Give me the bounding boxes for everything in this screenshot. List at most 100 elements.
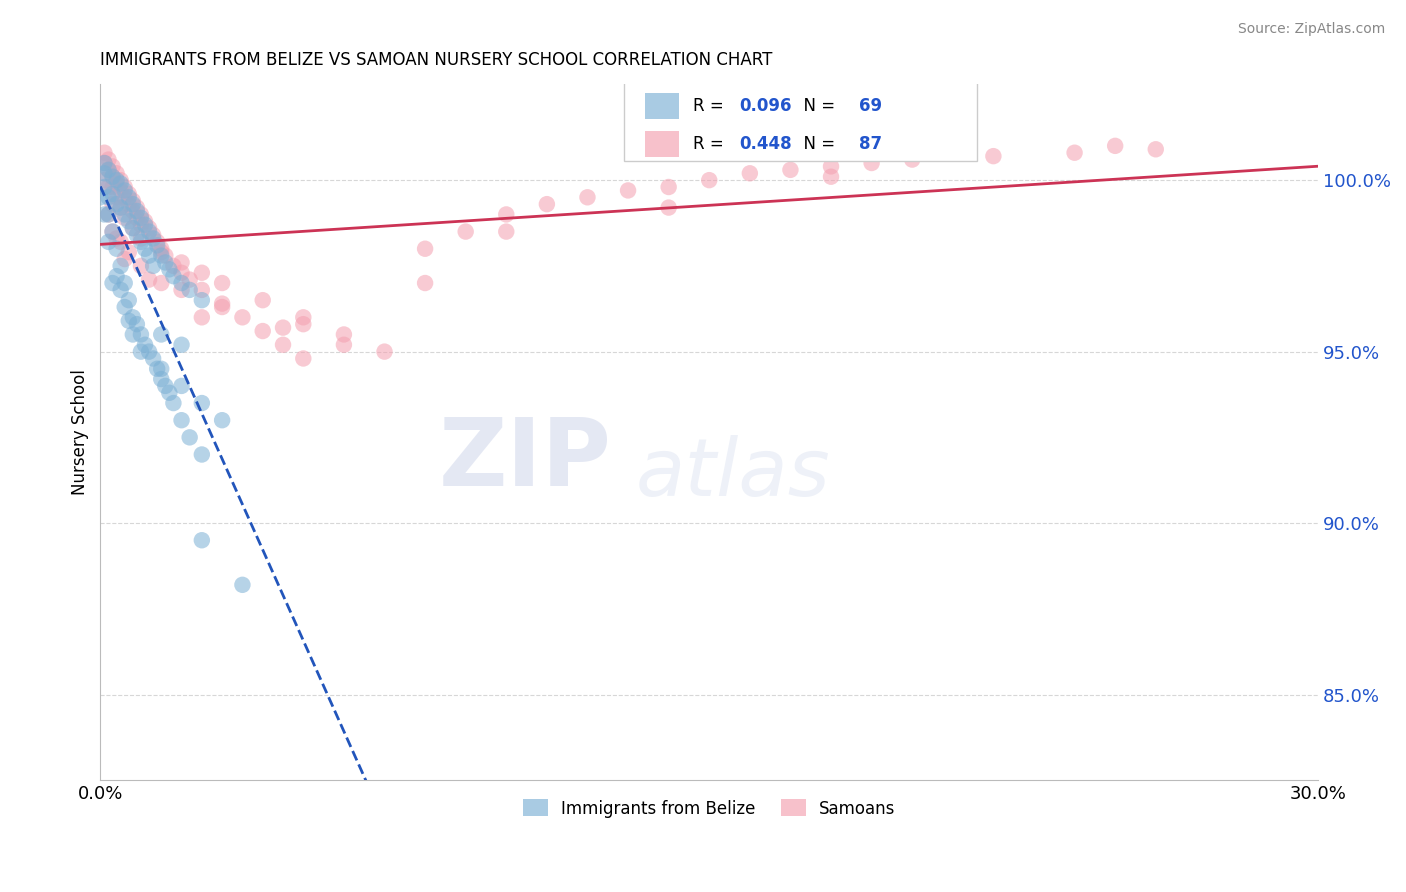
FancyBboxPatch shape (645, 93, 679, 120)
Point (454, 225, 477, 239)
Point (413, 242, 436, 256)
Point (157, 262, 180, 277)
Point (820, 160, 842, 174)
Text: N =: N = (793, 97, 841, 115)
Point (110, 201, 132, 215)
Point (129, 235, 152, 249)
Point (101, 160, 124, 174)
Point (191, 293, 214, 308)
Text: N =: N = (793, 135, 841, 153)
Point (101, 169, 124, 184)
Point (110, 283, 132, 297)
Point (901, 153, 924, 167)
Text: 0.096: 0.096 (740, 97, 792, 115)
Point (146, 361, 169, 376)
Point (114, 190, 136, 204)
Point (150, 361, 173, 376)
Point (231, 578, 253, 592)
Point (110, 201, 132, 215)
Point (114, 180, 136, 194)
Point (1063, 145, 1085, 160)
Point (157, 385, 180, 400)
Text: 87: 87 (859, 135, 882, 153)
Point (191, 310, 214, 325)
Point (101, 197, 124, 211)
Point (121, 327, 143, 342)
Point (101, 225, 124, 239)
Point (118, 197, 141, 211)
Point (170, 413, 193, 427)
Point (170, 338, 193, 352)
Point (118, 190, 141, 204)
Point (125, 227, 148, 242)
Point (134, 218, 156, 232)
Point (129, 211, 152, 225)
Point (97, 162, 120, 177)
Text: ZIP: ZIP (439, 414, 612, 506)
Point (211, 300, 233, 314)
Point (495, 207, 517, 221)
Point (110, 259, 132, 273)
Point (150, 245, 173, 260)
Point (134, 242, 156, 256)
Point (779, 162, 801, 177)
Point (125, 211, 148, 225)
Point (101, 276, 124, 290)
Text: atlas: atlas (636, 435, 831, 513)
FancyBboxPatch shape (624, 80, 977, 161)
Point (125, 201, 148, 215)
Point (292, 317, 315, 331)
Point (252, 293, 274, 308)
Point (101, 180, 124, 194)
Point (101, 169, 124, 184)
Point (105, 177, 128, 191)
Point (101, 225, 124, 239)
Point (118, 293, 141, 308)
Point (1144, 142, 1167, 156)
Point (121, 197, 143, 211)
Point (118, 214, 141, 228)
Point (211, 296, 233, 310)
Point (170, 276, 193, 290)
Point (105, 231, 128, 245)
Point (129, 344, 152, 359)
Point (129, 231, 152, 245)
Point (150, 242, 173, 256)
Point (536, 197, 558, 211)
Point (413, 276, 436, 290)
Point (170, 266, 193, 280)
Point (170, 255, 193, 269)
Text: 0.448: 0.448 (740, 135, 793, 153)
Point (97, 207, 120, 221)
Point (697, 173, 720, 187)
Point (138, 221, 160, 235)
Point (271, 320, 294, 334)
Point (658, 201, 681, 215)
Point (138, 225, 160, 239)
Point (576, 190, 599, 204)
Point (191, 533, 214, 548)
Point (860, 156, 883, 170)
Point (93, 173, 115, 187)
Point (333, 327, 356, 342)
Legend: Immigrants from Belize, Samoans: Immigrants from Belize, Samoans (516, 793, 903, 824)
Point (738, 166, 761, 180)
Point (983, 149, 1005, 163)
Point (1104, 139, 1126, 153)
Point (97, 153, 120, 167)
Point (110, 235, 132, 249)
Point (191, 396, 214, 410)
Point (138, 249, 160, 263)
Point (252, 324, 274, 338)
Point (138, 344, 160, 359)
Point (617, 183, 640, 197)
Point (155, 249, 177, 263)
Point (271, 338, 294, 352)
Point (114, 211, 136, 225)
Point (179, 283, 201, 297)
Point (105, 190, 128, 204)
Point (93, 207, 115, 221)
Point (658, 180, 681, 194)
Point (170, 379, 193, 393)
Point (97, 207, 120, 221)
